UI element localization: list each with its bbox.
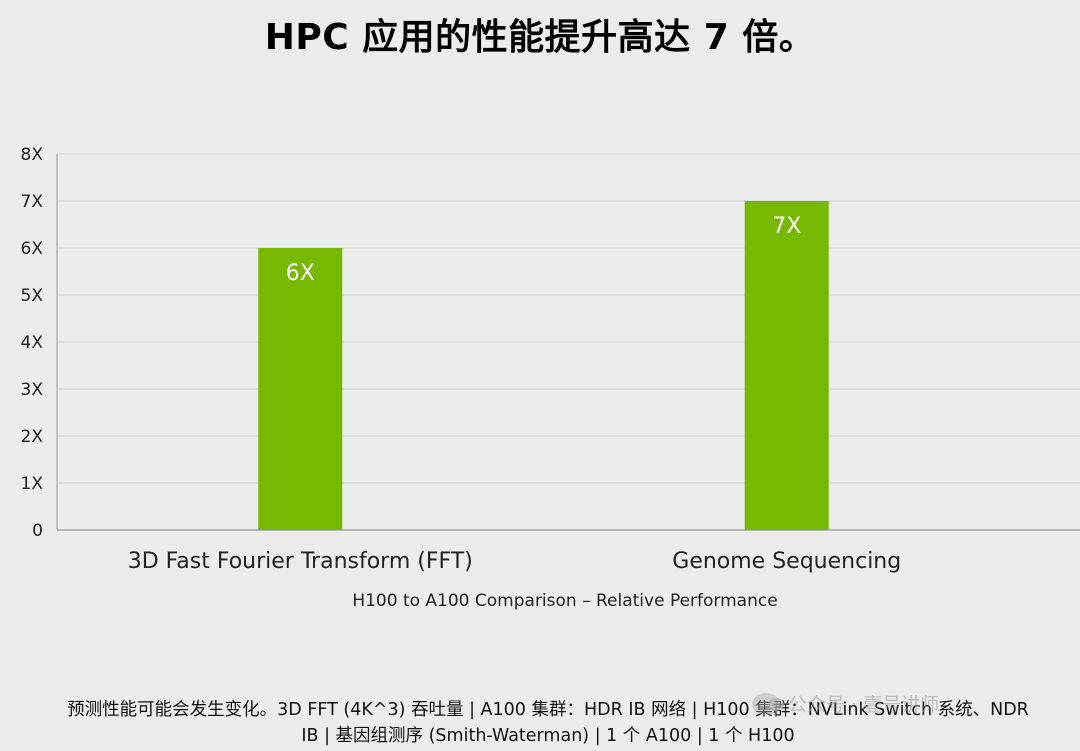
x-axis-caption: H100 to A100 Comparison – Relative Perfo… (352, 591, 778, 611)
watermark: 公众号 · 壹号讲师 (752, 690, 939, 717)
y-tick-label: 5X (21, 286, 44, 306)
bar-chart: 0 1X 2X 3X 4X 5X 6X 7X 8X 6X 3D Fast Fourier Trans… (21, 145, 1080, 574)
y-tick-label: 2X (21, 427, 44, 447)
bar (744, 201, 829, 530)
watermark-text: 公众号 · 壹号讲师 (788, 694, 940, 716)
footnote-line-1: 预测性能可能会发生变化。3D FFT (4K^3) 吞吐量 | A100 集群：… (67, 700, 1029, 720)
y-tick-label: 4X (21, 333, 44, 353)
footnote-line-2: IB | 基因组测序 (Smith-Waterman) | 1 个 A100 |… (301, 726, 795, 746)
wechat-icon (752, 692, 784, 715)
footnote: 预测性能可能会发生变化。3D FFT (4K^3) 吞吐量 | A100 集群：… (16, 697, 1080, 749)
bar (258, 248, 343, 530)
bar-data-label: 7X (772, 214, 801, 239)
chart-title: HPC 应用的性能提升高达 7 倍。 (264, 17, 816, 58)
y-tick-label: 3X (21, 380, 44, 400)
x-category-label: Genome Sequencing (672, 549, 901, 574)
y-tick-label: 7X (21, 192, 44, 212)
bar-data-label: 6X (286, 261, 315, 286)
y-tick-label: 8X (21, 145, 44, 165)
y-tick-label: 1X (21, 474, 44, 494)
x-category-label: 3D Fast Fourier Transform (FFT) (128, 549, 473, 574)
y-tick-label: 0 (32, 521, 43, 541)
y-tick-label: 6X (21, 239, 44, 259)
